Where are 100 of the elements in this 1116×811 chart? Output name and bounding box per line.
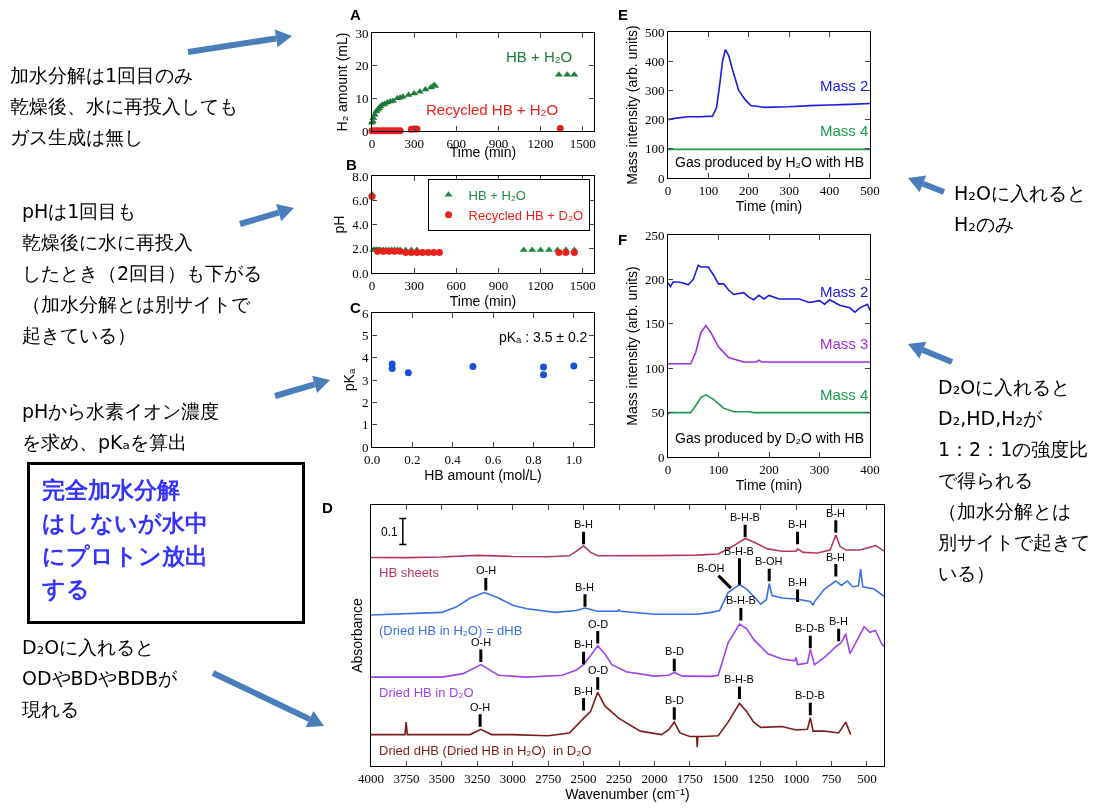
y-axis-title: Absorbance [348, 597, 365, 673]
x-tick-label: 4000 [358, 770, 384, 786]
y-tick-label: 200 [644, 112, 665, 128]
x-tick-label: 400 [819, 182, 840, 198]
x-tick-label: 1000 [783, 770, 810, 786]
chart-title: E [618, 6, 629, 24]
y-tick-label: 0 [361, 123, 369, 139]
y-tick-label: 6.0 [352, 192, 369, 208]
x-tick-label: 300 [779, 182, 799, 198]
x-tick-label: 1200 [527, 135, 554, 151]
series-label: Mass 4 [820, 122, 869, 139]
y-tick-label: 2.0 [352, 241, 369, 257]
y-tick-label: 30 [355, 25, 369, 41]
legend-label: Recycled HB + D₂O [468, 207, 584, 223]
y-axis-title: H₂ amount (mL) [334, 32, 350, 132]
y-tick-label: 6 [361, 305, 369, 321]
series-label: Mass 4 [820, 386, 869, 403]
x-tick-label: 200 [739, 182, 759, 198]
annotation: O-H [471, 636, 492, 648]
x-tick-label: 1500 [569, 277, 596, 293]
y-tick-label: 100 [644, 360, 665, 376]
x-tick-label: 1500 [569, 135, 596, 151]
series-label: Mass 3 [820, 335, 869, 352]
x-tick-label: 2500 [570, 770, 597, 786]
y-tick-label: 0.0 [352, 265, 369, 281]
series-label: Mass 2 [820, 283, 869, 300]
annotation: B-H [829, 615, 848, 627]
annotation: B-H [826, 507, 845, 519]
text: D₂Oに入れるとODやBDやBDBが現れる [22, 635, 177, 722]
y-tick-label: 10 [355, 90, 369, 106]
x-tick-label: 300 [809, 461, 830, 477]
text: H₂Oに入れるとH₂のみ [954, 181, 1086, 237]
annotation: B-H-B [724, 673, 754, 685]
x-tick-label: 600 [446, 277, 467, 293]
text: 加水分解は1回目のみ乾燥後、水に再投入してもガス生成は無し [10, 63, 238, 150]
chart-title: F [618, 231, 628, 249]
y-tick-label: 50 [651, 405, 665, 421]
x-tick-label: 3500 [428, 770, 455, 786]
x-tick-label: 500 [860, 182, 880, 198]
annotation: B-H [788, 518, 807, 530]
annotation: B-OH [697, 562, 725, 574]
series-label: HB sheets [379, 565, 440, 580]
x-tick-label: 3250 [464, 770, 491, 786]
annotation: B-H [575, 581, 594, 593]
x-tick-label: 300 [404, 277, 424, 293]
y-tick-label: 2 [361, 394, 369, 410]
annotation: B-D [665, 645, 684, 657]
y-tick-label: 500 [644, 24, 665, 40]
y-axis-title: pKₐ [340, 368, 357, 392]
y-axis-title: pH [330, 215, 347, 234]
x-axis-title: Wavenumber (cm⁻¹) [565, 785, 690, 802]
x-tick-label: 0.2 [404, 451, 421, 467]
x-tick-label: 1250 [747, 770, 774, 786]
annotation: O-H [476, 564, 497, 576]
x-tick-label: 3750 [393, 770, 420, 786]
chart-title: D [322, 499, 333, 517]
y-tick-label: 4.0 [352, 217, 369, 233]
annotation: B-H [574, 638, 593, 650]
annotation: O-D [588, 618, 609, 630]
x-tick-label: 300 [404, 135, 424, 151]
series-label: Mass 2 [820, 77, 869, 94]
chart-title: C [350, 299, 361, 317]
x-tick-label: 2250 [606, 770, 632, 786]
y-axis-title: Mass intensity (arb. units) [623, 266, 640, 426]
y-tick-label: 150 [644, 316, 665, 332]
annotation: B-H [826, 551, 845, 563]
y-tick-label: 300 [644, 82, 665, 98]
x-tick-label: 2750 [535, 770, 562, 786]
annotation: Gas produced by H₂O with HB [675, 154, 865, 170]
x-axis-title: Time (min) [449, 292, 517, 309]
x-tick-label: 1750 [676, 770, 703, 786]
text: pHは1回目も乾燥後に水に再投入したとき（2回目）も下がる（加水分解とは別サイトで起きている） [22, 199, 263, 348]
y-tick-label: 5 [361, 327, 369, 343]
annotation: O-H [470, 701, 491, 713]
x-tick-label: 750 [821, 770, 842, 786]
annotation: Gas produced by D₂O with HB [675, 430, 865, 446]
annotation: O-D [588, 664, 609, 676]
annotation: B-H-B [724, 545, 754, 557]
y-tick-label: 0 [361, 439, 369, 455]
y-axis-title: Mass intensity (arb. units) [623, 25, 640, 185]
annotation: B-D [665, 694, 684, 706]
x-tick-label: 0.8 [525, 451, 542, 467]
x-tick-label: 100 [698, 182, 719, 198]
annotation: B-H-B [726, 594, 756, 606]
annotation: 0.1 [381, 525, 399, 539]
y-tick-label: 1 [361, 417, 369, 433]
chart-title: B [346, 156, 357, 174]
x-tick-label: 0.6 [484, 451, 502, 467]
annotation: B-OH [755, 555, 783, 567]
x-tick-label: 1200 [527, 277, 554, 293]
annotation: B-H [574, 685, 593, 697]
annotation: B-H [574, 518, 593, 530]
text: pHから水素イオン濃度を求め、pKₐを算出 [22, 399, 220, 455]
text: D₂Oに入れるとD₂,HD,H₂が1：2：1の強度比で得られる（加水分解とは別サイトで起きている） [938, 375, 1090, 586]
x-tick-label: 1.0 [565, 451, 582, 467]
x-tick-label: 3000 [499, 770, 526, 786]
x-tick-label: 0.4 [444, 451, 462, 467]
series-label: Dried dHB (Dried HB in H₂O) in D₂O [379, 743, 592, 758]
annotation: B-D-B [795, 689, 825, 701]
annotation: B-D-B [795, 622, 825, 634]
